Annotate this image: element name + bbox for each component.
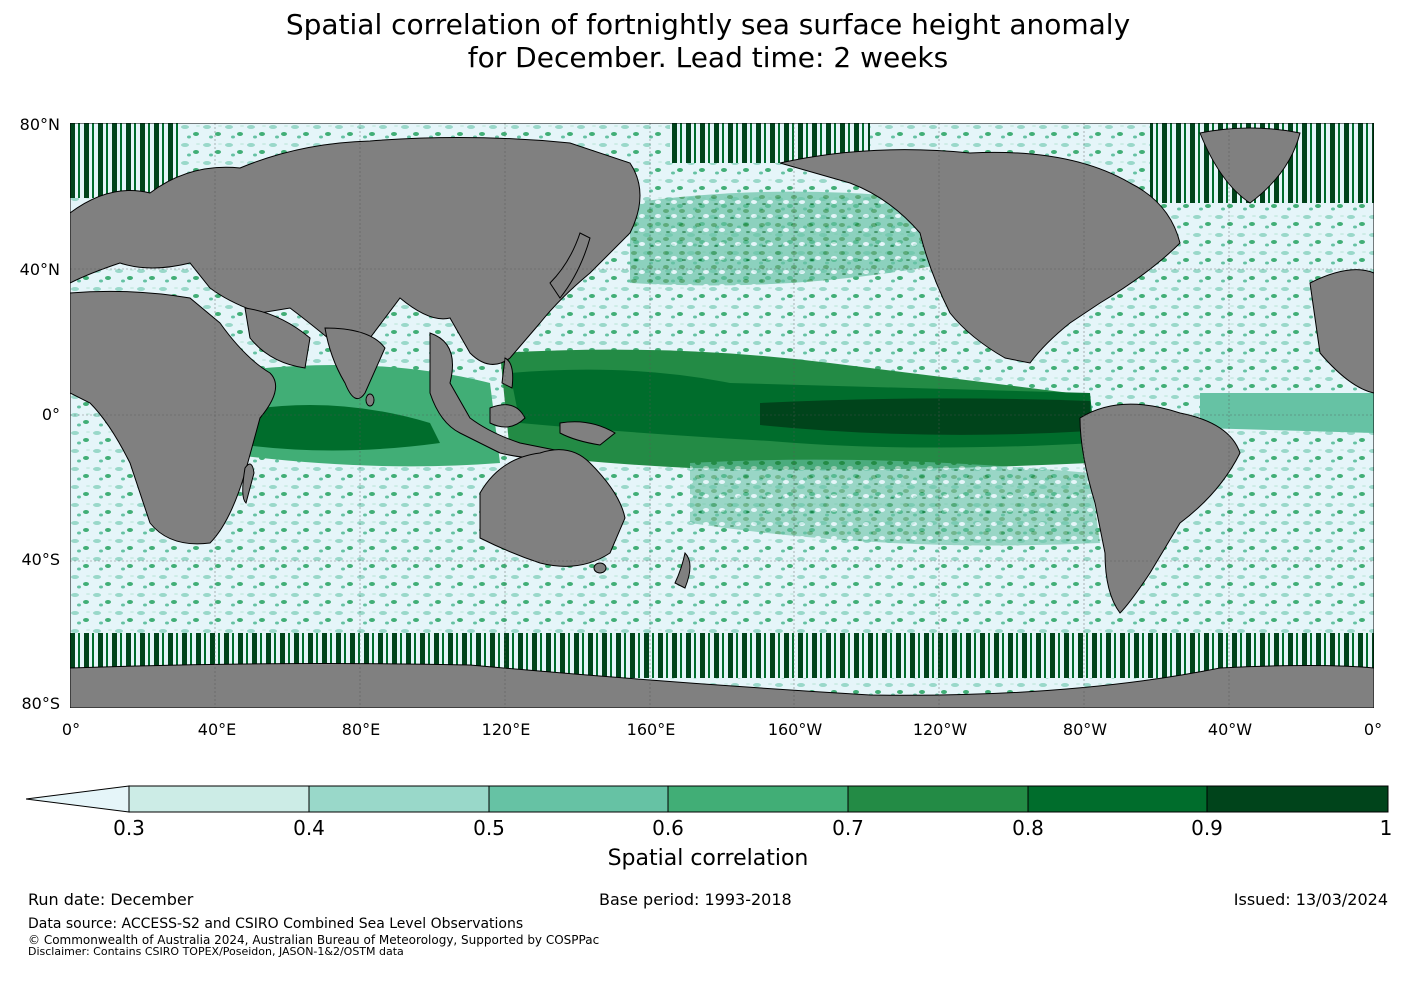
colorbar-tick-0-6: 0.6	[652, 816, 684, 840]
colorbar-extend-triangle	[26, 785, 130, 813]
colorbar-dividers	[308, 786, 1208, 812]
colorbar-seg-0-5	[489, 786, 668, 812]
land-tasmania	[593, 562, 607, 574]
lat-label-80s: 80°S	[21, 694, 60, 713]
colorbar-seg-0-7	[848, 786, 1028, 812]
colorbar-seg-0-3	[129, 786, 309, 812]
issued-date: Issued: 13/03/2024	[1233, 890, 1388, 909]
land-madagascar	[242, 463, 255, 504]
lon-label-40e: 40°E	[197, 720, 237, 739]
lon-label-160w: 160°W	[767, 720, 823, 739]
land-india	[324, 327, 386, 400]
colorbar-seg-0-9	[1207, 786, 1388, 812]
lat-label-80n: 80°N	[19, 115, 60, 134]
colorbar-tick-0-3: 0.3	[113, 816, 145, 840]
colorbar-tick-0-9: 0.9	[1191, 816, 1223, 840]
lat-label-40n: 40°N	[19, 260, 60, 279]
lon-label-80e: 80°E	[341, 720, 381, 739]
data-source: Data source: ACCESS-S2 and CSIRO Combine…	[28, 916, 524, 932]
land-north-america	[779, 149, 1181, 364]
lon-label-120w: 120°W	[912, 720, 968, 739]
disclaimer: Disclaimer: Contains CSIRO TOPEX/Poseido…	[28, 945, 404, 958]
title-line-2: for December. Lead time: 2 weeks	[467, 41, 949, 74]
lat-label-0: 0°	[41, 405, 60, 424]
north-pacific-band	[630, 191, 950, 286]
lon-label-120e: 120°E	[481, 720, 531, 739]
land-antarctica	[70, 663, 1374, 708]
lon-label-0-left: 0°	[61, 720, 81, 739]
colorbar-tick-0-4: 0.4	[293, 816, 325, 840]
colorbar-seg-0-4	[309, 786, 489, 812]
colorbar-seg-0-6	[668, 786, 848, 812]
copyright: © Commonwealth of Australia 2024, Austra…	[28, 933, 600, 947]
south-pacific-band	[690, 459, 1100, 546]
chart-title: Spatial correlation of fortnightly sea s…	[0, 8, 1416, 74]
title-line-1: Spatial correlation of fortnightly sea s…	[285, 8, 1131, 41]
land-greenland	[1199, 127, 1301, 204]
land-europe-east-edge	[1309, 269, 1374, 394]
land-sri-lanka	[365, 393, 375, 407]
colorbar-tick-0-5: 0.5	[473, 816, 505, 840]
colorbar-tick-0-7: 0.7	[832, 816, 864, 840]
atlantic-equatorial-band	[1200, 393, 1374, 433]
land-eurasia	[70, 136, 641, 367]
lon-label-160e: 160°E	[626, 720, 676, 739]
land-philippines	[501, 357, 514, 389]
graticule	[70, 123, 1374, 708]
colorbar-tick-0-8: 0.8	[1012, 816, 1044, 840]
lon-label-40w: 40°W	[1207, 720, 1253, 739]
lat-label-40s: 40°S	[21, 550, 60, 569]
colorbar-seg-0-8	[1028, 786, 1207, 812]
colorbar-tick-1: 1	[1379, 816, 1393, 840]
run-date: Run date: December	[28, 890, 194, 909]
colorbar-label: Spatial correlation	[607, 846, 809, 871]
colorbar	[26, 785, 1389, 813]
correlation-map	[70, 123, 1374, 708]
land-masses	[70, 127, 1374, 708]
land-borneo	[489, 404, 526, 428]
land-new-zealand	[674, 551, 691, 589]
base-period: Base period: 1993-2018	[599, 890, 792, 909]
land-new-guinea	[559, 421, 616, 446]
indian-ocean-core	[230, 405, 440, 451]
land-arabia	[244, 307, 311, 369]
land-japan	[549, 232, 591, 299]
colorbar-frame	[128, 785, 1389, 813]
equatorial-pacific-peak	[760, 398, 1090, 435]
land-australia	[479, 449, 626, 567]
lon-label-0-right: 0°	[1363, 720, 1383, 739]
lon-label-80w: 80°W	[1062, 720, 1108, 739]
